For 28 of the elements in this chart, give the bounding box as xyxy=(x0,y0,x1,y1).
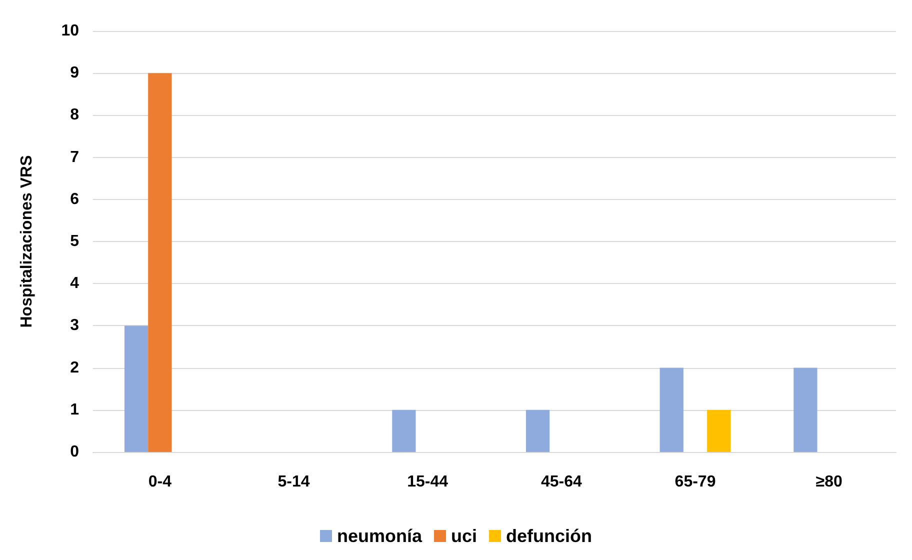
bar xyxy=(526,410,550,452)
y-tick-label: 6 xyxy=(70,190,80,208)
legend-label: neumonía xyxy=(336,526,423,546)
y-tick-label: 9 xyxy=(70,64,80,82)
x-tick-label: 5-14 xyxy=(278,474,310,490)
y-tick-label: 1 xyxy=(70,401,80,418)
y-tick-label: 2 xyxy=(70,359,80,376)
y-tick-label: 5 xyxy=(70,233,80,250)
x-tick-label: ≥80 xyxy=(816,474,842,490)
x-tick-label: 65-79 xyxy=(674,474,716,490)
x-tick-label: 45-64 xyxy=(540,474,582,490)
y-tick-label: 4 xyxy=(70,275,80,292)
y-tick-label: 8 xyxy=(70,106,80,124)
y-axis-title: Hospitalizaciones VRS xyxy=(18,154,36,328)
x-tick-label: 0-4 xyxy=(148,474,172,490)
bar xyxy=(707,410,731,452)
y-tick-label: 0 xyxy=(70,444,80,460)
y-tick-label: 7 xyxy=(70,148,80,166)
bar xyxy=(148,73,172,452)
bar xyxy=(392,410,416,452)
legend-label: uci xyxy=(451,526,478,546)
bar xyxy=(794,368,818,452)
bar xyxy=(660,368,684,452)
y-tick-label: 10 xyxy=(61,22,80,40)
y-tick-label: 3 xyxy=(70,317,80,334)
x-tick-label: 15-44 xyxy=(407,474,448,490)
legend-label: defunción xyxy=(506,526,592,546)
bar xyxy=(124,326,148,452)
